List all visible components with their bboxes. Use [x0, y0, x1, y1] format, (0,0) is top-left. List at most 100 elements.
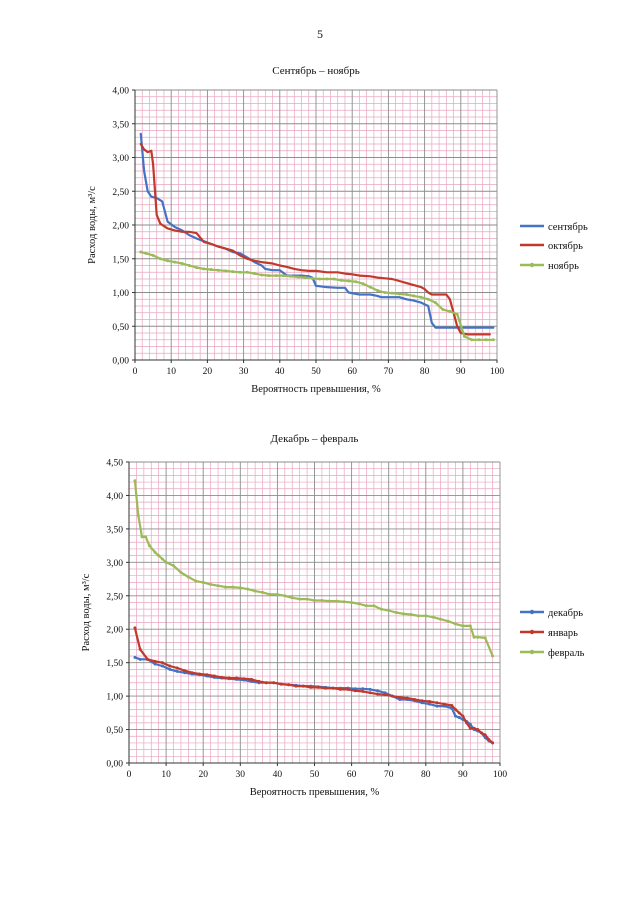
legend-marker — [529, 609, 535, 615]
data-point — [476, 635, 480, 639]
x-tick-label: 10 — [166, 367, 176, 377]
data-point — [275, 592, 279, 596]
x-tick-label: 100 — [493, 770, 508, 780]
x-tick-label: 40 — [275, 367, 285, 377]
data-point — [310, 276, 314, 280]
data-point — [264, 681, 268, 685]
data-point — [168, 664, 172, 668]
data-point — [287, 683, 291, 687]
data-point — [479, 731, 483, 735]
data-point — [487, 738, 491, 742]
data-point — [179, 570, 183, 574]
data-point — [426, 297, 430, 301]
data-point — [133, 655, 137, 659]
data-point — [347, 279, 351, 283]
data-point — [140, 535, 144, 539]
x-axis-title: Вероятность превышения, % — [250, 787, 380, 798]
data-point — [290, 596, 294, 600]
data-point — [166, 259, 170, 263]
data-point — [160, 664, 164, 668]
legend-item-ноябрь: ноябрь — [520, 261, 579, 272]
data-point — [476, 728, 480, 732]
legend-marker — [529, 649, 535, 655]
data-point — [320, 598, 324, 602]
y-tick-label: 2,00 — [106, 626, 123, 636]
data-point — [195, 266, 199, 270]
data-point — [246, 587, 250, 591]
legend-label: декабрь — [548, 608, 583, 619]
data-point — [205, 673, 209, 677]
data-point — [420, 699, 424, 703]
data-point — [151, 253, 155, 257]
data-point — [153, 662, 157, 666]
series-line — [139, 142, 491, 336]
data-point — [361, 687, 365, 691]
legend-label: сентябрь — [548, 222, 588, 233]
data-point — [153, 659, 157, 663]
data-point — [433, 301, 437, 305]
x-tick-label: 90 — [456, 367, 466, 377]
data-point — [201, 580, 205, 584]
data-point — [419, 295, 423, 299]
y-tick-label: 1,00 — [106, 693, 123, 703]
data-point — [231, 270, 235, 274]
data-point — [224, 269, 227, 273]
data-point — [235, 676, 239, 680]
x-tick-label: 70 — [384, 367, 394, 377]
data-point — [153, 550, 157, 554]
data-point — [298, 597, 302, 601]
data-point — [220, 675, 224, 679]
data-point — [227, 676, 231, 680]
data-point — [194, 579, 198, 583]
data-point — [260, 273, 264, 277]
data-point — [316, 685, 320, 689]
legend-label: ноябрь — [548, 261, 579, 272]
data-point — [483, 636, 487, 640]
data-point — [376, 689, 380, 693]
data-point — [435, 701, 439, 705]
data-point — [168, 667, 172, 671]
y-tick-label: 2,00 — [112, 222, 129, 232]
y-tick-label: 0,00 — [112, 357, 129, 367]
data-point — [186, 575, 190, 579]
data-point — [335, 599, 339, 603]
data-point — [157, 554, 161, 558]
data-point — [160, 661, 164, 665]
data-point — [390, 291, 394, 295]
data-point — [405, 696, 409, 700]
legend-item-сентябрь: сентябрь — [520, 222, 588, 233]
data-point — [468, 624, 472, 628]
x-tick-label: 0 — [133, 367, 138, 377]
data-point — [147, 544, 151, 548]
data-point — [139, 250, 143, 254]
data-point — [424, 614, 428, 618]
data-point — [327, 599, 331, 603]
data-point — [412, 294, 416, 298]
legend-label: январь — [548, 628, 578, 639]
data-point — [376, 692, 380, 696]
data-point — [138, 647, 142, 651]
data-point — [183, 669, 187, 673]
legend-item-октябрь: октябрь — [520, 241, 583, 252]
data-point — [257, 679, 261, 683]
data-point — [313, 598, 316, 602]
x-tick-label: 20 — [198, 770, 208, 780]
legend-item-январь: январь — [520, 628, 578, 639]
y-tick-label: 0,00 — [106, 760, 123, 770]
data-point — [457, 716, 461, 720]
data-point — [402, 612, 406, 616]
data-point — [268, 592, 272, 596]
y-tick-label: 0,50 — [106, 726, 123, 736]
y-tick-label: 1,00 — [112, 289, 129, 299]
data-point — [173, 260, 177, 264]
series-сентябрь — [139, 132, 495, 329]
data-point — [413, 697, 417, 701]
legend-marker — [529, 629, 535, 635]
data-point — [446, 619, 450, 623]
data-point — [331, 686, 335, 690]
x-tick-label: 80 — [420, 367, 430, 377]
data-point — [281, 274, 285, 278]
data-point — [431, 615, 435, 619]
data-point — [491, 654, 495, 658]
